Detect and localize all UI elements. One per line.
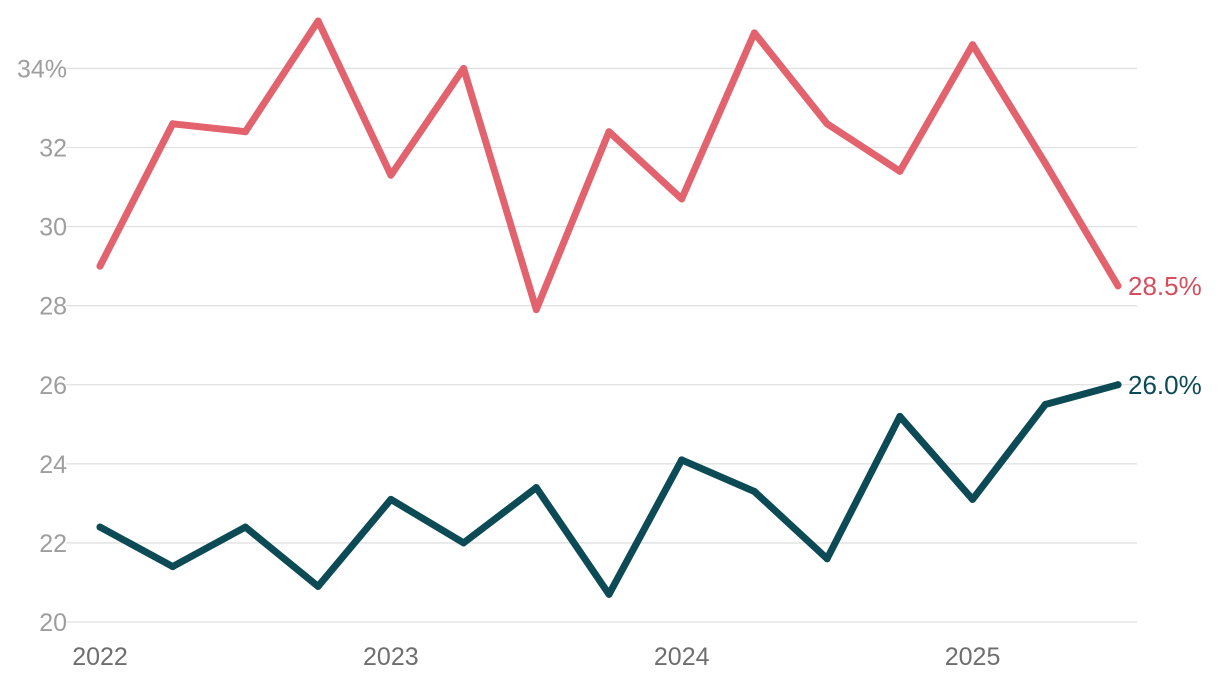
series-1-point-13 [969, 41, 977, 49]
series-1-point-9 [678, 195, 686, 203]
y-axis-ticks: 20 22 24 26 28 30 32 34% [17, 55, 67, 637]
series-2-point-7 [532, 484, 540, 492]
series-2-point-10 [750, 488, 758, 496]
y-tick-label-20: 20 [39, 609, 67, 637]
series-2-point-4 [314, 582, 322, 590]
series-1-point-4 [314, 17, 322, 25]
series-2-point-13 [969, 495, 977, 503]
series-1-point-7 [532, 306, 540, 314]
series-1-point-12 [896, 167, 904, 175]
series-2-point-1 [96, 523, 104, 531]
series-2-point-6 [460, 539, 468, 547]
series-1-point-3 [241, 128, 249, 136]
y-tick-label-26: 26 [39, 372, 67, 400]
series-1-point-14 [1041, 159, 1049, 167]
x-tick-label-2022: 2022 [72, 643, 128, 671]
series-2-point-14 [1041, 401, 1049, 409]
series-1-point-11 [823, 120, 831, 128]
y-tick-label-30: 30 [39, 214, 67, 242]
x-axis-ticks: 2022 2023 2024 2025 [72, 643, 1000, 671]
series-1-point-1 [96, 262, 104, 270]
series-1-point-8 [605, 128, 613, 136]
series-2-point-9 [678, 456, 686, 464]
x-tick-label-2024: 2024 [654, 643, 710, 671]
series-2-point-15 [1114, 381, 1122, 389]
series-2-point-3 [241, 523, 249, 531]
series-2-point-12 [896, 412, 904, 420]
series-line-2 [96, 381, 1122, 598]
y-tick-label-22: 22 [39, 530, 67, 558]
series-1-point-6 [460, 64, 468, 72]
series-group [96, 17, 1122, 598]
end-labels: 28.5% 26.0% [1128, 271, 1202, 400]
x-tick-label-2023: 2023 [363, 643, 419, 671]
series-1-point-10 [750, 29, 758, 37]
y-tick-label-32: 32 [39, 135, 67, 163]
series-2-point-11 [823, 555, 831, 563]
y-tick-label-28: 28 [39, 293, 67, 321]
series-2-point-5 [387, 495, 395, 503]
y-tick-label-24: 24 [39, 451, 67, 479]
series-2-point-8 [605, 590, 613, 598]
series-line-1 [96, 17, 1122, 314]
series-1-point-15 [1114, 282, 1122, 290]
x-tick-label-2025: 2025 [945, 643, 1001, 671]
series-1-point-5 [387, 171, 395, 179]
series-1-end-label: 28.5% [1128, 271, 1202, 301]
y-tick-label-34: 34% [17, 55, 67, 83]
series-2-end-label: 26.0% [1128, 370, 1202, 400]
grid-lines [66, 67, 1137, 623]
series-1-point-2 [169, 120, 177, 128]
series-2-point-2 [169, 563, 177, 571]
